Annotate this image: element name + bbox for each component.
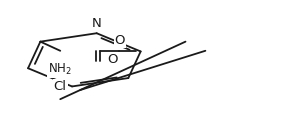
- Text: N: N: [92, 17, 102, 30]
- Text: Cl: Cl: [54, 80, 67, 93]
- Text: O: O: [114, 34, 125, 47]
- Text: O: O: [108, 53, 118, 66]
- Text: NH$_2$: NH$_2$: [48, 62, 72, 77]
